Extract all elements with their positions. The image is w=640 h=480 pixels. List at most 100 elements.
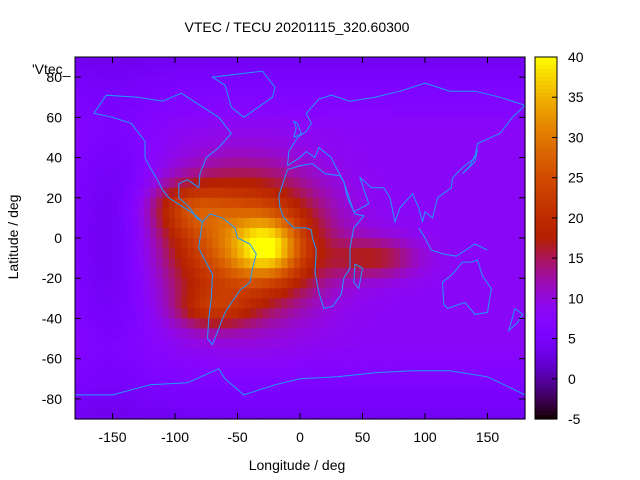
- heatmap-cell: [106, 217, 114, 229]
- heatmap-cell: [156, 107, 164, 118]
- heatmap-cell: [281, 97, 289, 108]
- colorbar-segment: [535, 378, 557, 384]
- heatmap-cell: [506, 338, 514, 350]
- heatmap-cell: [356, 318, 364, 330]
- heatmap-cell: [518, 298, 526, 309]
- heatmap-cell: [212, 238, 220, 249]
- heatmap-cell: [443, 57, 451, 68]
- heatmap-cell: [300, 157, 307, 169]
- heatmap-cell: [443, 338, 451, 350]
- heatmap-cell: [412, 318, 420, 330]
- heatmap-cell: [400, 57, 407, 68]
- heatmap-cell: [137, 207, 145, 219]
- heatmap-cell: [418, 57, 426, 68]
- colorbar-segment: [535, 81, 557, 86]
- colorbar-segment: [535, 242, 557, 247]
- colorbar-segment: [535, 278, 557, 283]
- heatmap-cell: [493, 127, 501, 139]
- heatmap-cell: [225, 67, 232, 78]
- heatmap-cell: [175, 87, 182, 98]
- heatmap-cell: [125, 207, 132, 219]
- heatmap-cell: [112, 318, 120, 330]
- heatmap-cell: [275, 408, 282, 420]
- heatmap-cell: [381, 398, 389, 410]
- heatmap-cell: [275, 107, 282, 118]
- heatmap-cell: [93, 258, 101, 269]
- heatmap-cell: [393, 338, 401, 350]
- heatmap-cell: [337, 137, 345, 149]
- heatmap-cell: [193, 127, 201, 139]
- heatmap-cell: [393, 318, 401, 330]
- heatmap-cell: [93, 328, 101, 340]
- heatmap-cell: [450, 117, 457, 128]
- heatmap-cell: [193, 398, 201, 410]
- heatmap-cell: [100, 398, 107, 410]
- heatmap-cell: [175, 127, 182, 139]
- heatmap-cell: [437, 77, 445, 88]
- heatmap-cell: [268, 338, 276, 350]
- heatmap-cell: [162, 308, 170, 320]
- heatmap-cell: [418, 238, 426, 249]
- heatmap-cell: [300, 338, 307, 350]
- heatmap-cell: [393, 358, 401, 370]
- heatmap-cell: [375, 408, 382, 420]
- heatmap-cell: [156, 87, 164, 98]
- heatmap-cell: [125, 388, 132, 400]
- heatmap-cell: [293, 378, 301, 390]
- heatmap-cell: [181, 227, 189, 239]
- heatmap-cell: [218, 318, 226, 330]
- heatmap-cell: [137, 408, 145, 420]
- colorbar-segment: [535, 221, 557, 227]
- heatmap-cell: [475, 117, 482, 128]
- heatmap-cell: [218, 167, 226, 179]
- heatmap-cell: [293, 268, 301, 279]
- heatmap-cell: [443, 227, 451, 239]
- heatmap-cell: [518, 157, 526, 169]
- heatmap-cell: [275, 258, 282, 269]
- heatmap-cell: [256, 248, 264, 259]
- heatmap-cell: [168, 137, 176, 149]
- heatmap-cell: [131, 217, 139, 229]
- heatmap-cell: [425, 127, 432, 139]
- heatmap-cell: [156, 258, 164, 269]
- heatmap-cell: [381, 187, 389, 199]
- heatmap-cell: [500, 408, 507, 420]
- colorbar-segment: [535, 286, 557, 291]
- heatmap-cell: [243, 398, 251, 410]
- heatmap-cell: [518, 187, 526, 199]
- heatmap-cell: [518, 117, 526, 128]
- colorbar-segment: [535, 306, 557, 311]
- heatmap-cell: [206, 408, 214, 420]
- heatmap-cell: [325, 398, 332, 410]
- heatmap-cell: [87, 177, 95, 189]
- heatmap-cell: [318, 388, 326, 400]
- heatmap-cell: [293, 288, 301, 299]
- heatmap-cell: [87, 97, 95, 108]
- heatmap-cell: [81, 117, 89, 128]
- heatmap-cell: [75, 348, 82, 360]
- heatmap-cell: [237, 67, 245, 78]
- heatmap-cell: [256, 348, 264, 360]
- colorbar-tick-label: 10: [568, 290, 584, 306]
- heatmap-cell: [350, 268, 357, 279]
- heatmap-cell: [131, 318, 139, 330]
- heatmap-cell: [450, 388, 457, 400]
- heatmap-cell: [406, 258, 414, 269]
- heatmap-cell: [256, 288, 264, 299]
- heatmap-cell: [362, 318, 370, 330]
- heatmap-cell: [512, 268, 520, 279]
- heatmap-cell: [250, 378, 257, 390]
- colorbar-segment: [535, 254, 557, 259]
- heatmap-cell: [287, 368, 295, 380]
- heatmap-cell: [93, 408, 101, 420]
- heatmap-cell: [393, 258, 401, 269]
- heatmap-cell: [318, 308, 326, 320]
- heatmap-cell: [75, 408, 82, 420]
- heatmap-cell: [175, 398, 182, 410]
- heatmap-cell: [331, 278, 339, 289]
- heatmap-cell: [450, 87, 457, 98]
- heatmap-cell: [500, 388, 507, 400]
- heatmap-cell: [331, 248, 339, 259]
- heatmap-cell: [81, 167, 89, 179]
- heatmap-cell: [262, 227, 270, 239]
